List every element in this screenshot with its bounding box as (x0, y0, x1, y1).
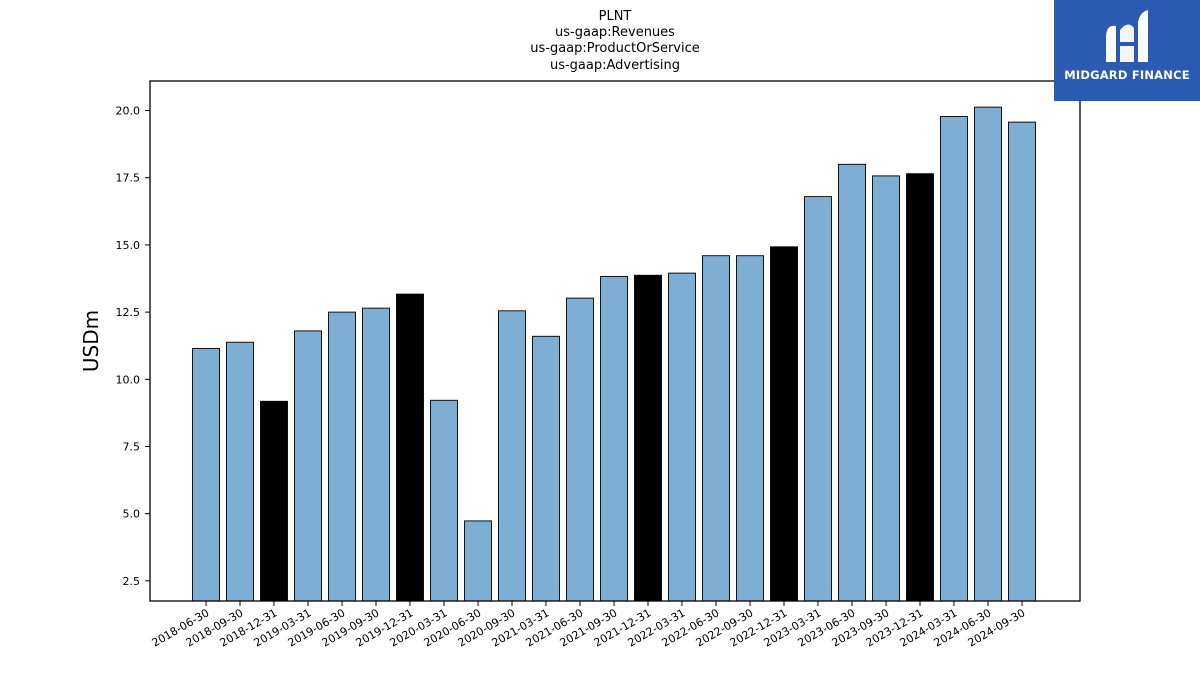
bar-2021-06-30 (566, 297, 594, 602)
bar-2024-06-30 (974, 106, 1002, 602)
y-tick-label: 2.5 (123, 575, 141, 588)
y-tick-label: 7.5 (123, 440, 141, 453)
bar-2024-03-31 (940, 116, 968, 602)
bar-2019-12-31 (396, 293, 424, 602)
x-axis: 2018-06-302018-09-302018-12-312019-03-31… (150, 601, 1028, 650)
bar-2024-09-30 (1008, 121, 1036, 602)
bar-2021-12-31 (634, 274, 662, 602)
bar-2018-12-31 (260, 400, 288, 602)
bar-2018-09-30 (226, 341, 254, 602)
title-line-4: us-gaap:Advertising (550, 58, 680, 73)
bar-2020-06-30 (464, 520, 492, 602)
bar-2023-09-30 (872, 175, 900, 602)
title-line-2: us-gaap:Revenues (555, 25, 675, 40)
y-tick-label: 15.0 (116, 239, 141, 252)
title-line-1: PLNT (599, 9, 632, 24)
logo-text: MIDGARD FINANCE (1064, 68, 1190, 82)
bar-series (192, 106, 1036, 602)
bar-2022-06-30 (702, 255, 730, 602)
y-tick-label: 17.5 (116, 172, 141, 185)
y-axis: 2.5 5.0 7.5 10.0 12.5 15.0 17.5 20.0 (116, 105, 150, 588)
y-axis-label: USDm (79, 310, 103, 372)
bar-2020-09-30 (498, 310, 526, 602)
midgard-m-logo-icon (1106, 10, 1148, 63)
bar-2022-12-31 (770, 246, 798, 602)
bar-2019-03-31 (294, 330, 322, 602)
y-tick-label: 5.0 (123, 508, 141, 521)
bar-2019-06-30 (328, 311, 356, 602)
bar-2019-09-30 (362, 307, 390, 602)
chart-title: PLNT us-gaap:Revenues us-gaap:ProductOrS… (530, 9, 700, 73)
bar-2023-03-31 (804, 196, 832, 602)
bar-2022-09-30 (736, 255, 764, 602)
bar-2021-03-31 (532, 335, 560, 602)
bar-2023-12-31 (906, 173, 934, 602)
bar-2023-06-30 (838, 163, 866, 602)
y-tick-label: 12.5 (116, 306, 141, 319)
bar-2021-09-30 (600, 275, 628, 602)
plot-frame (149, 80, 1081, 602)
y-tick-label: 20.0 (116, 105, 141, 118)
midgard-finance-logo: MIDGARD FINANCE (1054, 0, 1200, 101)
bar-2022-03-31 (668, 272, 696, 602)
bar-2020-03-31 (430, 399, 458, 602)
title-line-3: us-gaap:ProductOrService (530, 41, 700, 56)
y-tick-label: 10.0 (116, 373, 141, 386)
bar-2018-06-30 (192, 347, 220, 602)
